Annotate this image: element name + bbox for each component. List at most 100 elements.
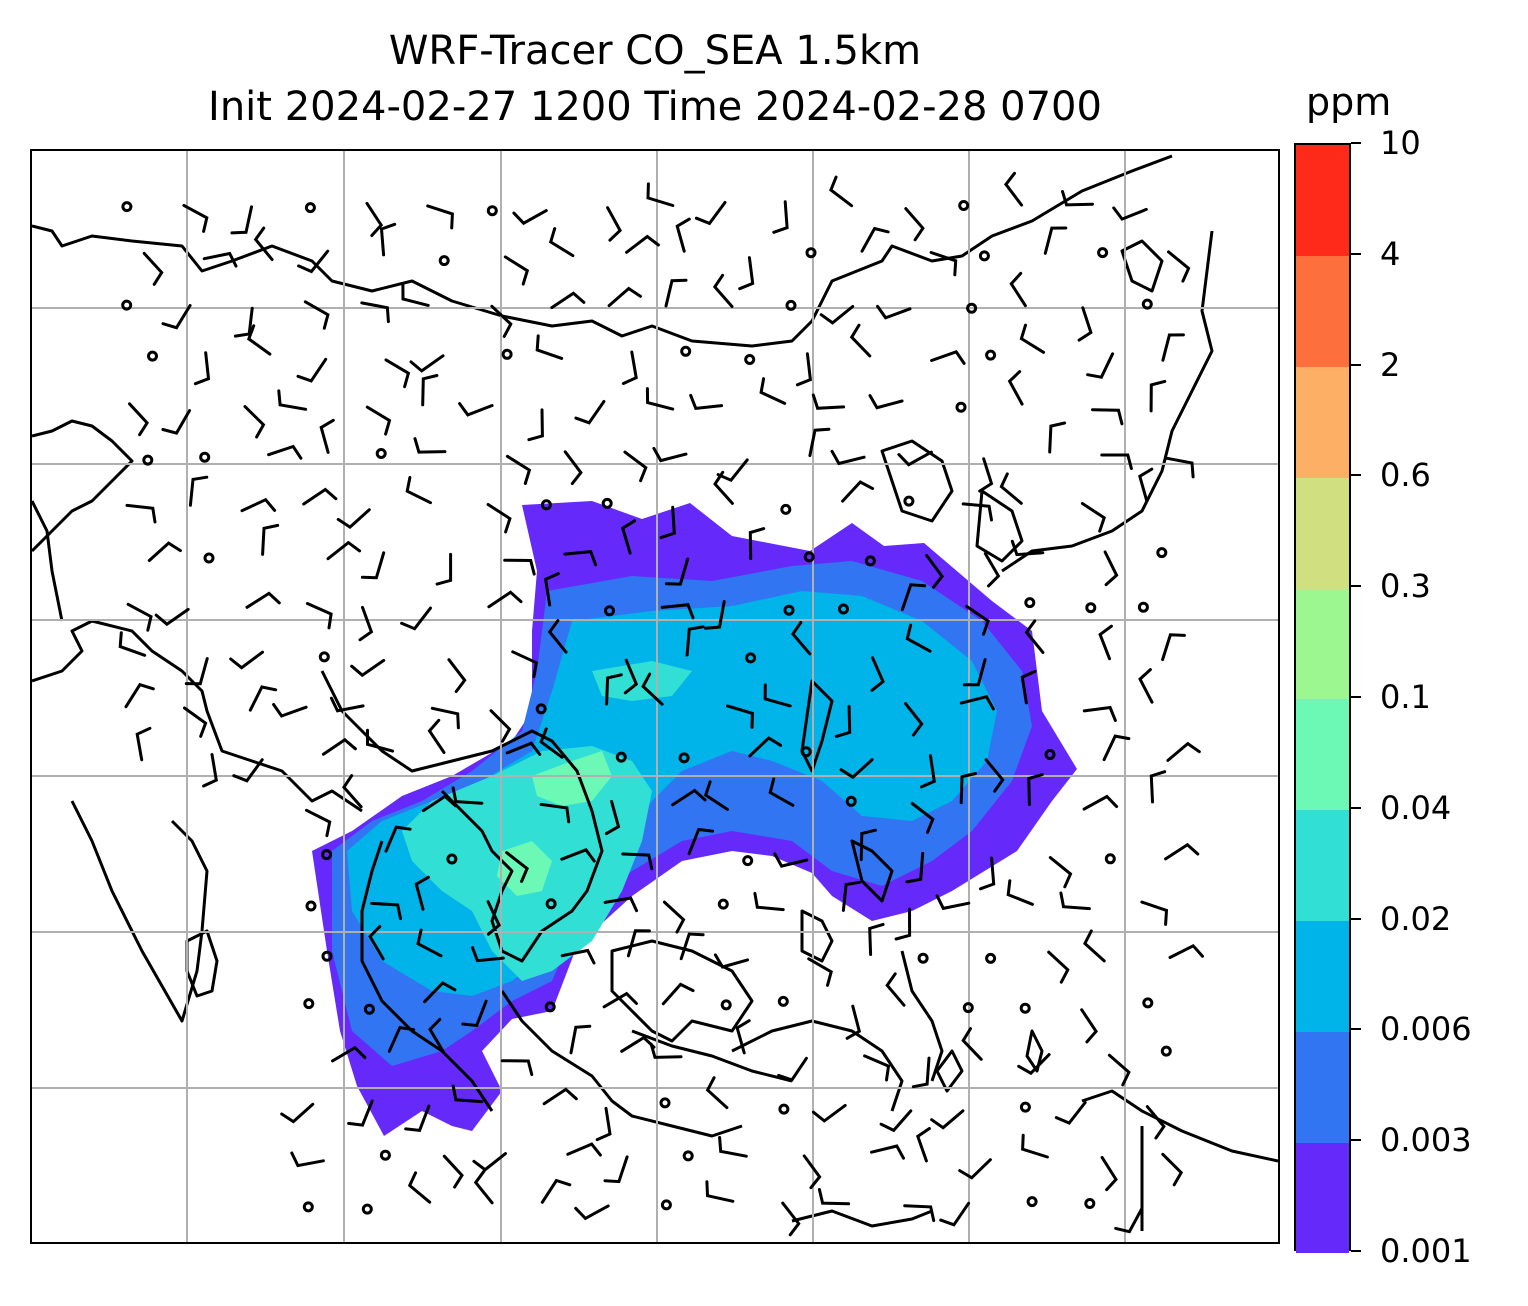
wind-barb [911, 1056, 931, 1089]
calm-wind-circle [1156, 547, 1168, 559]
wind-barb [959, 694, 995, 711]
wind-barb [543, 572, 560, 607]
colorbar-tick [1351, 1250, 1361, 1252]
wind-barb [1048, 421, 1067, 454]
wind-barb [860, 226, 890, 253]
wind-barbs [118, 171, 1204, 1237]
wind-barb [319, 418, 335, 454]
wind-barb [811, 1103, 847, 1123]
calm-wind-circle [1142, 997, 1154, 1009]
wind-barb [849, 323, 872, 358]
calm-wind-circle [742, 855, 754, 867]
wind-barb [1161, 633, 1186, 662]
wind-barb [1082, 705, 1117, 722]
wind-barb [489, 709, 512, 743]
wind-barb [1140, 900, 1169, 926]
calm-wind-circle [805, 247, 817, 259]
wind-barb [748, 527, 766, 560]
wind-barb [621, 350, 638, 385]
wind-barb [930, 1109, 965, 1130]
map-panel[interactable] [30, 149, 1280, 1244]
wind-barb [535, 334, 564, 360]
wind-barb [1009, 271, 1027, 308]
calm-wind-circle [540, 499, 552, 511]
calm-wind-circle [778, 1103, 790, 1115]
wind-barb [401, 283, 430, 307]
calm-wind-circle [1019, 1002, 1031, 1014]
wind-barb [161, 304, 192, 330]
calm-wind-circle [147, 350, 158, 362]
colorbar-segment [1296, 809, 1349, 922]
wind-barb [387, 1025, 416, 1053]
colorbar [1294, 143, 1351, 1254]
colorbar-tick [1351, 806, 1361, 809]
wind-barb [451, 1084, 484, 1104]
wind-barb [1020, 669, 1037, 705]
calm-wind-circle [321, 950, 333, 962]
wind-barb [1138, 668, 1154, 704]
wind-barb [712, 273, 734, 308]
calm-wind-circle [800, 746, 812, 758]
calm-wind-circle [777, 995, 789, 1007]
calm-wind-circle [955, 401, 967, 413]
wind-barb [777, 1056, 808, 1082]
wind-barb [607, 286, 642, 308]
wind-barb [447, 658, 467, 693]
wind-barb [620, 519, 637, 555]
wind-barb [841, 880, 862, 912]
colorbar-tick [1351, 474, 1361, 477]
wind-barb [505, 454, 532, 485]
wind-barb [726, 704, 754, 729]
wind-barb [350, 658, 386, 678]
calm-wind-circle [1104, 853, 1116, 865]
calm-wind-circle [142, 454, 154, 466]
wind-barb [763, 683, 792, 708]
calm-wind-circle [720, 999, 732, 1011]
wind-barb [229, 650, 264, 670]
calm-wind-circle [985, 952, 997, 964]
wind-barb [560, 948, 596, 965]
wind-barb [1010, 539, 1045, 557]
wind-barb [939, 1201, 971, 1227]
calm-wind-circle [1044, 749, 1056, 760]
wind-barb [118, 631, 147, 657]
wind-barb [687, 827, 715, 856]
wind-barb [409, 354, 445, 373]
wind-barb [547, 619, 568, 654]
wind-barb [539, 802, 571, 824]
wind-barb [416, 928, 443, 958]
colorbar-unit: ppm [1306, 80, 1392, 124]
wind-barb [550, 291, 586, 310]
wind-barb [900, 583, 927, 611]
wind-barb [961, 502, 993, 522]
wind-barb [1100, 453, 1133, 470]
wind-barb [664, 557, 690, 586]
wind-barb [182, 203, 209, 233]
wind-barb [841, 480, 875, 503]
calm-wind-circle [615, 751, 627, 763]
wind-barb [795, 352, 813, 387]
calm-wind-circle [783, 604, 795, 616]
wind-barb [540, 1178, 572, 1204]
wind-barb [188, 475, 209, 507]
wind-barb [984, 758, 1005, 793]
wind-barb [802, 1154, 822, 1190]
wind-barb [303, 300, 330, 330]
calm-wind-circle [745, 652, 757, 664]
wind-barb [652, 446, 688, 463]
wind-barb [125, 503, 157, 524]
wind-barb [1083, 929, 1106, 963]
wind-barb [817, 1188, 851, 1206]
wind-barb [603, 896, 639, 913]
calm-wind-circle [1024, 597, 1036, 609]
wind-barb [863, 1054, 891, 1082]
wind-barb [560, 847, 596, 863]
wind-barb [713, 953, 749, 969]
wind-barb [1164, 456, 1195, 479]
wind-barb [1166, 741, 1201, 762]
wind-barb [1167, 250, 1191, 283]
calm-wind-circle [486, 205, 498, 217]
wind-barb [505, 851, 529, 883]
wind-barb [965, 604, 990, 636]
wind-barb [267, 444, 303, 460]
